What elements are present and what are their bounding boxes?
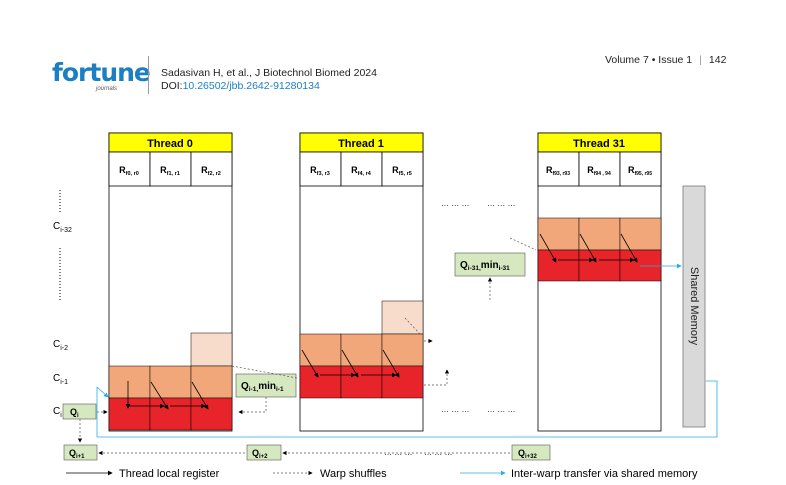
volume-issue: Volume 7 • Issue 1 [605,54,693,66]
thread-1-title: Thread 1 [338,138,384,150]
q-min-i-31-box [454,252,526,277]
ellipsis-q-row: … … … [384,448,412,457]
ellipsis-q-row: … … … [424,448,452,457]
row-label-c-i-1: Ci-1 [53,373,68,386]
q-min-i-1-label: Qi-1,mini-1 [241,381,284,393]
q-i2-label: Qi+2 [252,448,268,460]
q-i1-label: Qi+1 [69,448,85,460]
thread-0-column: Thread 0 Rf0, r0 Rf1, r1 Rf2, r2 [108,132,233,432]
register-label: Rf0, r0 [119,165,139,177]
journal-logo-subtext: journals [96,86,118,92]
thread-31-column: Thread 31 Rf93, r93 Rf94 , 94 Rf95, r95 [537,132,662,432]
q-i1-box [63,444,98,461]
legend-thread-local-register: Thread local register [119,468,220,480]
shared-memory-label: Shared Memory [688,267,700,346]
register-label: Rf2, r2 [201,165,221,177]
legend: Thread local register Warp shuffles Inte… [66,468,698,480]
ellipsis-bottom: … … … [441,405,469,414]
register-label: Rf3, r3 [310,165,330,177]
volume-issue-page: Volume 7 • Issue 1 | 142 [605,54,727,66]
doi-label: DOI: [161,80,183,92]
register-label: Rf93, r93 [546,165,570,177]
q-i2-box [246,444,282,461]
header-divider [148,56,149,94]
register-label: Rf4, r4 [351,165,372,177]
q-i-box [62,403,97,420]
doi-line: DOI:10.26502/jbb.2642-91280134 [161,80,320,92]
ellipsis-bottom: … … … [487,405,515,414]
q-i32-box [511,444,551,461]
page-number: 142 [708,54,727,66]
ellipsis-top: … … … [487,199,515,208]
row-label-c-i-32: Ci-32 [53,221,72,234]
doi-link[interactable]: 10.26502/jbb.2642-91280134 [182,80,320,92]
register-label: Rf94 , 94 [587,165,611,177]
register-label: Rf95, r95 [628,165,652,177]
journal-logo: fortune [52,58,151,87]
thread-31-title: Thread 31 [573,138,625,150]
ellipsis-top: … … … [441,199,469,208]
row-label-c-i: Ci [53,406,62,419]
register-label: Rf1, r1 [160,165,180,177]
thread-0-title: Thread 0 [147,138,193,150]
legend-inter-warp-transfer: Inter-warp transfer via shared memory [511,468,698,480]
register-label: Rf5, r5 [392,165,412,177]
q-min-i-31-label: Qi-31,mini-31 [460,260,510,272]
row-label-c-i-2: Ci-2 [53,339,68,352]
q-i-label: Qi [70,407,79,419]
q-i32-label: Qi+32 [518,448,538,460]
shared-memory-block [682,185,706,428]
legend-warp-shuffles: Warp shuffles [320,468,387,480]
thread-1-column: Thread 1 Rf3, r3 Rf4, r4 Rf5, r5 [299,132,424,432]
citation: Sadasivan H, et al., J Biotechnol Biomed… [161,67,377,79]
